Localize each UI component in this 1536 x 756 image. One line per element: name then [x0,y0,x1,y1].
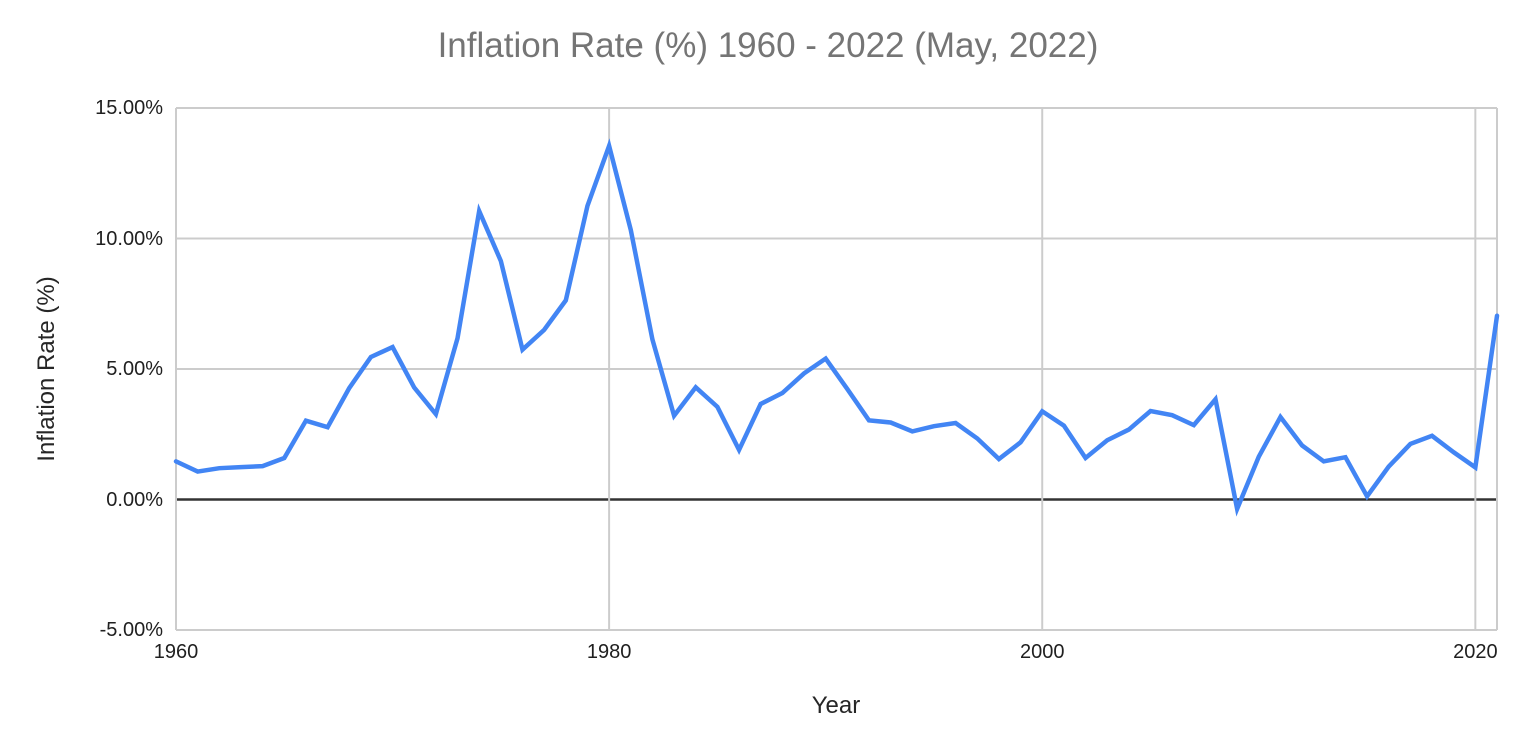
x-axis-tick-label: 2020 [1453,641,1498,663]
x-axis-tick-label: 1960 [153,641,199,663]
y-axis-tick-label: 0.00% [106,488,163,511]
x-axis-title: Year [811,692,861,719]
x-axis-tick-label: 2000 [1019,641,1065,663]
chart-title: Inflation Rate (%) 1960 - 2022 (May, 202… [437,26,1099,65]
inflation-rate-line [173,138,1500,517]
y-axis-tick-label: 5.00% [106,358,163,380]
x-axis-tick-label: 1980 [586,641,632,663]
y-axis-tick-label: -5.00% [99,619,163,641]
y-axis-tick-label: 10.00% [95,227,163,250]
y-axis-tick-label: 15.00% [95,97,163,119]
